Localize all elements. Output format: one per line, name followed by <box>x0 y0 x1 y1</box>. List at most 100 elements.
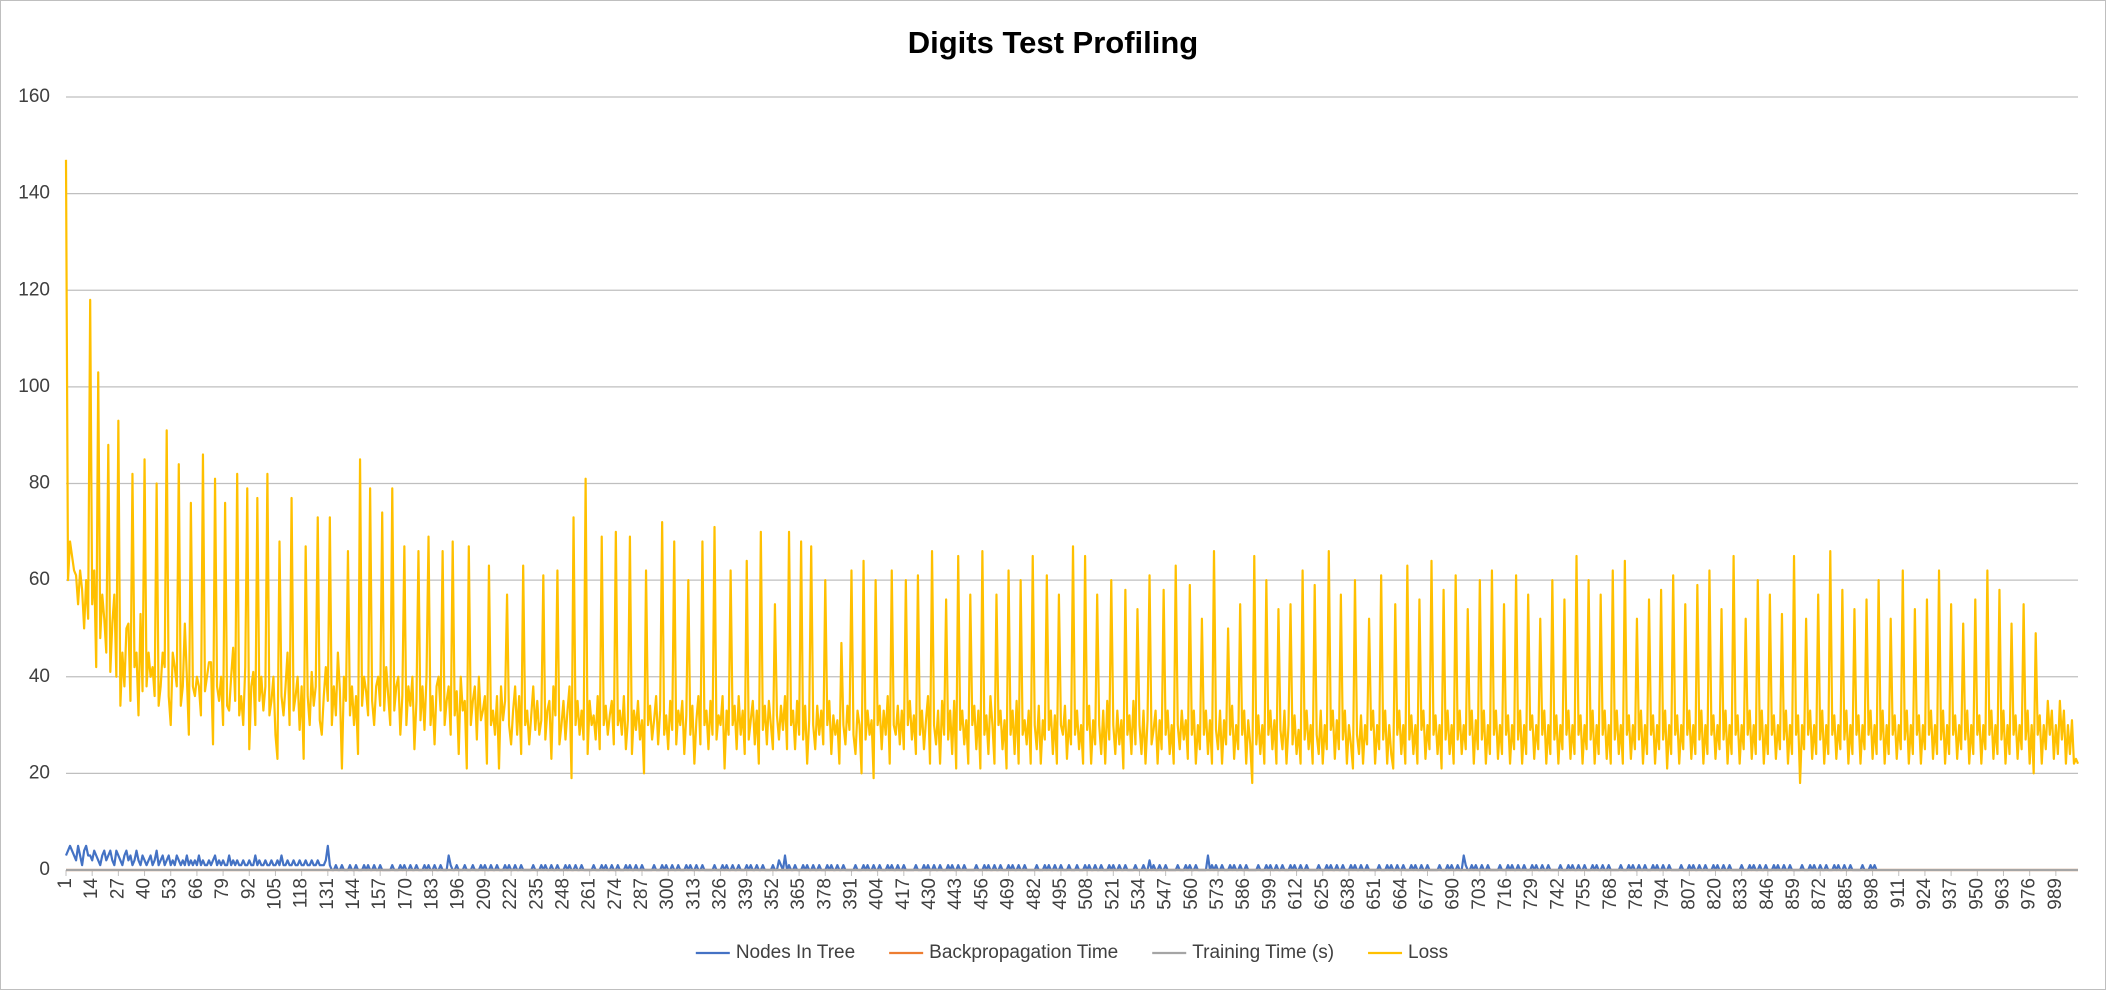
y-tick-label: 40 <box>29 666 50 687</box>
x-tick-label: 508 <box>1076 878 1097 910</box>
legend: Nodes In Tree Backpropagation Time Trainin… <box>695 942 1448 963</box>
x-tick-label: 248 <box>552 878 573 910</box>
x-tick-label: 976 <box>2019 878 2040 910</box>
x-tick-label: 456 <box>971 878 992 910</box>
x-tick-label: 703 <box>1469 878 1490 910</box>
legend-item: Training Time (s) <box>1152 942 1334 963</box>
x-tick-label: 404 <box>867 878 888 910</box>
x-tick-label: 729 <box>1521 878 1542 910</box>
x-tick-label: 300 <box>657 878 678 910</box>
x-tick-label: 534 <box>1128 878 1149 910</box>
y-tick-label: 120 <box>18 279 50 300</box>
x-tick-label: 339 <box>736 878 757 910</box>
x-tick-label: 677 <box>1416 878 1437 910</box>
x-tick-label: 989 <box>2045 878 2066 910</box>
x-tick-label: 859 <box>1783 878 1804 910</box>
x-tick-label: 521 <box>1102 878 1123 910</box>
x-tick-label: 963 <box>1992 878 2013 910</box>
x-tick-label: 235 <box>526 878 547 910</box>
x-tick-label: 768 <box>1600 878 1621 910</box>
x-tick-label: 807 <box>1678 878 1699 910</box>
legend-item: Loss <box>1368 942 1448 963</box>
x-tick-label: 885 <box>1835 878 1856 910</box>
x-tick-label: 794 <box>1652 878 1673 910</box>
x-tick-label: 27 <box>107 878 128 899</box>
x-tick-label: 625 <box>1312 878 1333 910</box>
x-tick-label: 274 <box>605 878 626 910</box>
x-tick-label: 430 <box>919 878 940 910</box>
x-tick-label: 79 <box>212 878 233 899</box>
x-tick-label: 222 <box>500 878 521 910</box>
x-tick-label: 391 <box>840 878 861 910</box>
y-tick-label: 20 <box>29 762 50 783</box>
x-tick-label: 950 <box>1966 878 1987 910</box>
x-tick-label: 612 <box>1286 878 1307 910</box>
x-tick-label: 781 <box>1626 878 1647 910</box>
x-tick-label: 261 <box>579 878 600 910</box>
x-tick-label: 833 <box>1731 878 1752 910</box>
x-tick-label: 287 <box>631 878 652 910</box>
chart-title: Digits Test Profiling <box>908 25 1199 60</box>
y-tick-label: 60 <box>29 569 50 590</box>
legend-label: Training Time (s) <box>1192 942 1334 963</box>
x-tick-label: 313 <box>683 878 704 910</box>
x-tick-label: 586 <box>1233 878 1254 910</box>
y-tick-label: 100 <box>18 376 50 397</box>
x-tick-label: 378 <box>814 878 835 910</box>
x-tick-label: 742 <box>1547 878 1568 910</box>
x-tick-label: 196 <box>448 878 469 910</box>
x-tick-label: 495 <box>1050 878 1071 910</box>
x-tick-label: 755 <box>1574 878 1595 910</box>
x-tick-label: 664 <box>1390 878 1411 910</box>
x-tick-label: 651 <box>1364 878 1385 910</box>
legend-label: Loss <box>1408 942 1448 963</box>
x-tick-label: 599 <box>1259 878 1280 910</box>
y-tick-label: 140 <box>18 183 50 204</box>
series-line <box>64 159 2080 785</box>
x-tick-label: 846 <box>1757 878 1778 910</box>
x-tick-label: 482 <box>1024 878 1045 910</box>
x-tick-label: 53 <box>160 878 181 899</box>
x-tick-label: 92 <box>238 878 259 899</box>
x-tick-label: 560 <box>1181 878 1202 910</box>
x-tick-label: 937 <box>1940 878 1961 910</box>
x-tick-label: 716 <box>1495 878 1516 910</box>
legend-item: Backpropagation Time <box>889 942 1118 963</box>
legend-label: Backpropagation Time <box>929 942 1118 963</box>
x-tick-label: 326 <box>710 878 731 910</box>
x-tick-label: 105 <box>264 878 285 910</box>
x-tick-label: 638 <box>1338 878 1359 910</box>
x-tick-label: 131 <box>317 878 338 910</box>
x-tick-label: 157 <box>369 878 390 910</box>
x-tick-label: 443 <box>945 878 966 910</box>
x-tick-label: 820 <box>1704 878 1725 910</box>
x-tick-label: 924 <box>1914 878 1935 910</box>
x-tick-label: 352 <box>762 878 783 910</box>
x-tick-label: 183 <box>422 878 443 910</box>
x-tick-label: 365 <box>788 878 809 910</box>
x-tick-label: 872 <box>1809 878 1830 910</box>
x-tick-label: 573 <box>1207 878 1228 910</box>
x-tick-label: 690 <box>1443 878 1464 910</box>
x-tick-label: 209 <box>474 878 495 910</box>
x-tick-label: 469 <box>998 878 1019 910</box>
x-tick-label: 417 <box>893 878 914 910</box>
x-tick-label: 547 <box>1155 878 1176 910</box>
x-tick-label: 911 <box>1888 878 1909 908</box>
x-tick-label: 1 <box>55 878 76 889</box>
x-tick-label: 14 <box>81 878 102 900</box>
x-tick-label: 144 <box>343 878 364 910</box>
x-tick-label: 66 <box>186 878 207 899</box>
legend-label: Nodes In Tree <box>736 942 855 963</box>
y-tick-label: 80 <box>29 473 50 494</box>
x-tick-label: 170 <box>395 878 416 910</box>
x-tick-label: 40 <box>134 878 155 899</box>
legend-item: Nodes In Tree <box>695 942 855 963</box>
y-tick-label: 160 <box>18 86 50 107</box>
x-tick-label: 118 <box>291 878 312 908</box>
x-tick-label: 898 <box>1862 878 1883 910</box>
y-tick-label: 0 <box>39 859 50 880</box>
